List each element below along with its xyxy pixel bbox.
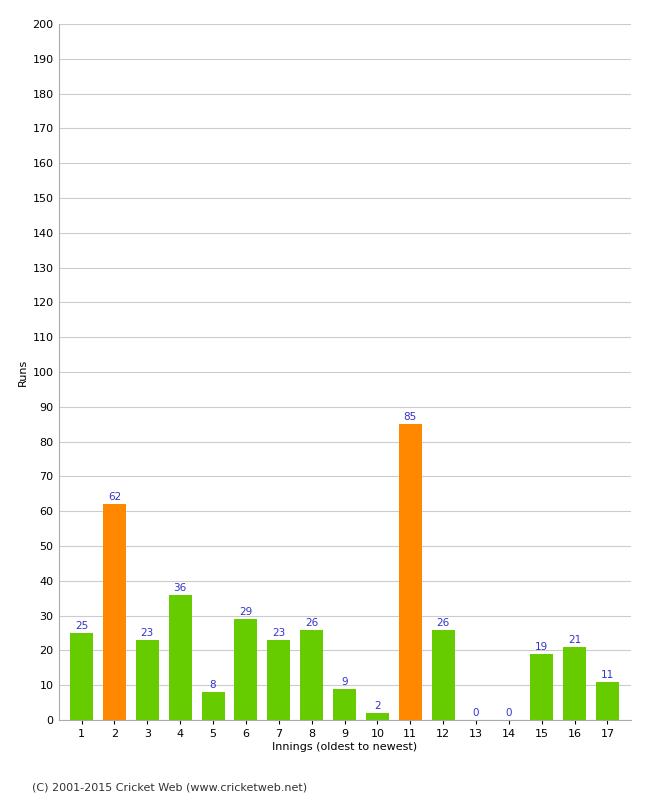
Y-axis label: Runs: Runs <box>18 358 29 386</box>
Text: 9: 9 <box>341 677 348 687</box>
Text: 85: 85 <box>404 413 417 422</box>
Bar <box>333 689 356 720</box>
Text: 8: 8 <box>210 681 216 690</box>
Text: 25: 25 <box>75 622 88 631</box>
Text: 26: 26 <box>437 618 450 628</box>
Bar <box>530 654 553 720</box>
Text: 19: 19 <box>535 642 549 652</box>
Bar <box>432 630 454 720</box>
Text: 0: 0 <box>506 708 512 718</box>
Text: 29: 29 <box>239 607 252 618</box>
Bar <box>136 640 159 720</box>
Bar <box>300 630 323 720</box>
Text: 11: 11 <box>601 670 614 680</box>
Text: 62: 62 <box>108 493 121 502</box>
Text: 23: 23 <box>272 628 285 638</box>
Text: 2: 2 <box>374 702 381 711</box>
Bar <box>596 682 619 720</box>
Bar <box>70 633 93 720</box>
Text: 21: 21 <box>568 635 581 645</box>
Bar <box>366 713 389 720</box>
Bar <box>398 424 422 720</box>
Bar <box>235 619 257 720</box>
Text: 0: 0 <box>473 708 479 718</box>
Text: 23: 23 <box>140 628 154 638</box>
Text: 26: 26 <box>305 618 318 628</box>
Text: 36: 36 <box>174 583 187 593</box>
X-axis label: Innings (oldest to newest): Innings (oldest to newest) <box>272 742 417 752</box>
Bar <box>202 692 224 720</box>
Bar <box>168 594 192 720</box>
Bar <box>267 640 291 720</box>
Text: (C) 2001-2015 Cricket Web (www.cricketweb.net): (C) 2001-2015 Cricket Web (www.cricketwe… <box>32 782 307 792</box>
Bar <box>563 647 586 720</box>
Bar <box>103 504 126 720</box>
